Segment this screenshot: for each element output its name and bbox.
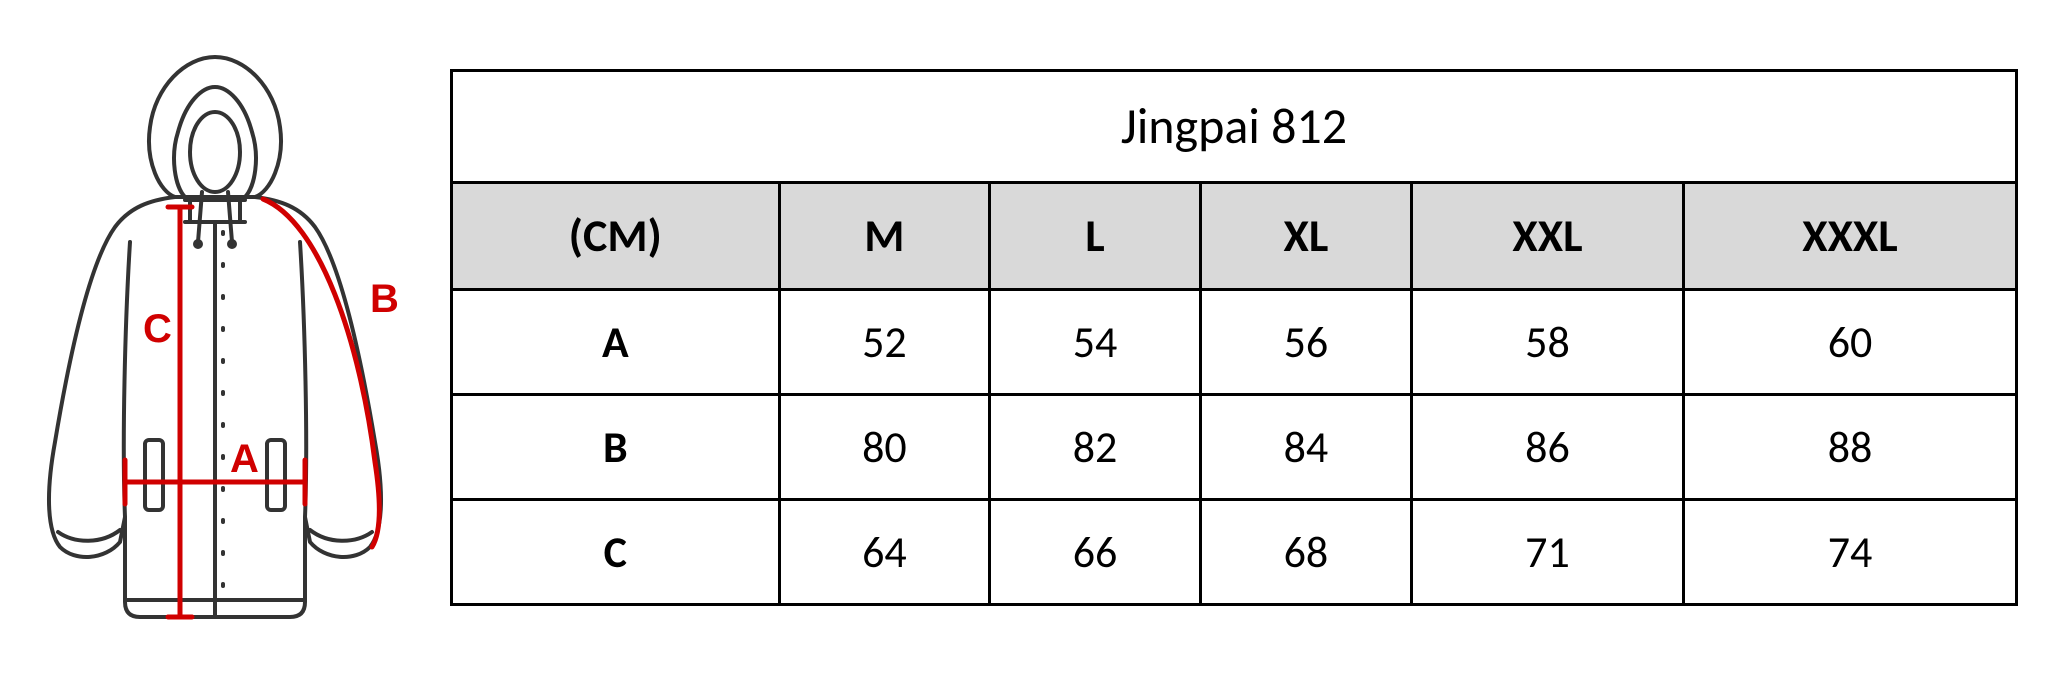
cell: 68	[1200, 499, 1411, 604]
diagram-label-a: A	[230, 437, 259, 481]
cell: 71	[1411, 499, 1683, 604]
table-row: A 52 54 56 58 60	[452, 289, 2017, 394]
col-xxxl: XXXL	[1683, 182, 2016, 289]
diagram-label-c: C	[143, 307, 172, 351]
col-xl: XL	[1200, 182, 1411, 289]
cell: 82	[990, 394, 1201, 499]
cell: 80	[779, 394, 990, 499]
jacket-svg: A B C	[30, 42, 400, 632]
unit-header: (CM)	[452, 182, 780, 289]
row-label-a: A	[452, 289, 780, 394]
table-row: C 64 66 68 71 74	[452, 499, 2017, 604]
cell: 58	[1411, 289, 1683, 394]
table-row: B 80 82 84 86 88	[452, 394, 2017, 499]
col-l: L	[990, 182, 1201, 289]
table-title: Jingpai 812	[452, 70, 2017, 182]
diagram-label-b: B	[370, 277, 399, 321]
cell: 84	[1200, 394, 1411, 499]
cell: 74	[1683, 499, 2016, 604]
cell: 54	[990, 289, 1201, 394]
col-m: M	[779, 182, 990, 289]
cell: 88	[1683, 394, 2016, 499]
row-label-b: B	[452, 394, 780, 499]
cell: 60	[1683, 289, 2016, 394]
size-chart-table: Jingpai 812 (CM) M L XL XXL XXXL A 52 54…	[450, 69, 2018, 606]
cell: 66	[990, 499, 1201, 604]
cell: 52	[779, 289, 990, 394]
col-xxl: XXL	[1411, 182, 1683, 289]
cell: 86	[1411, 394, 1683, 499]
row-label-c: C	[452, 499, 780, 604]
jacket-diagram: A B C	[30, 42, 400, 632]
cell: 56	[1200, 289, 1411, 394]
cell: 64	[779, 499, 990, 604]
